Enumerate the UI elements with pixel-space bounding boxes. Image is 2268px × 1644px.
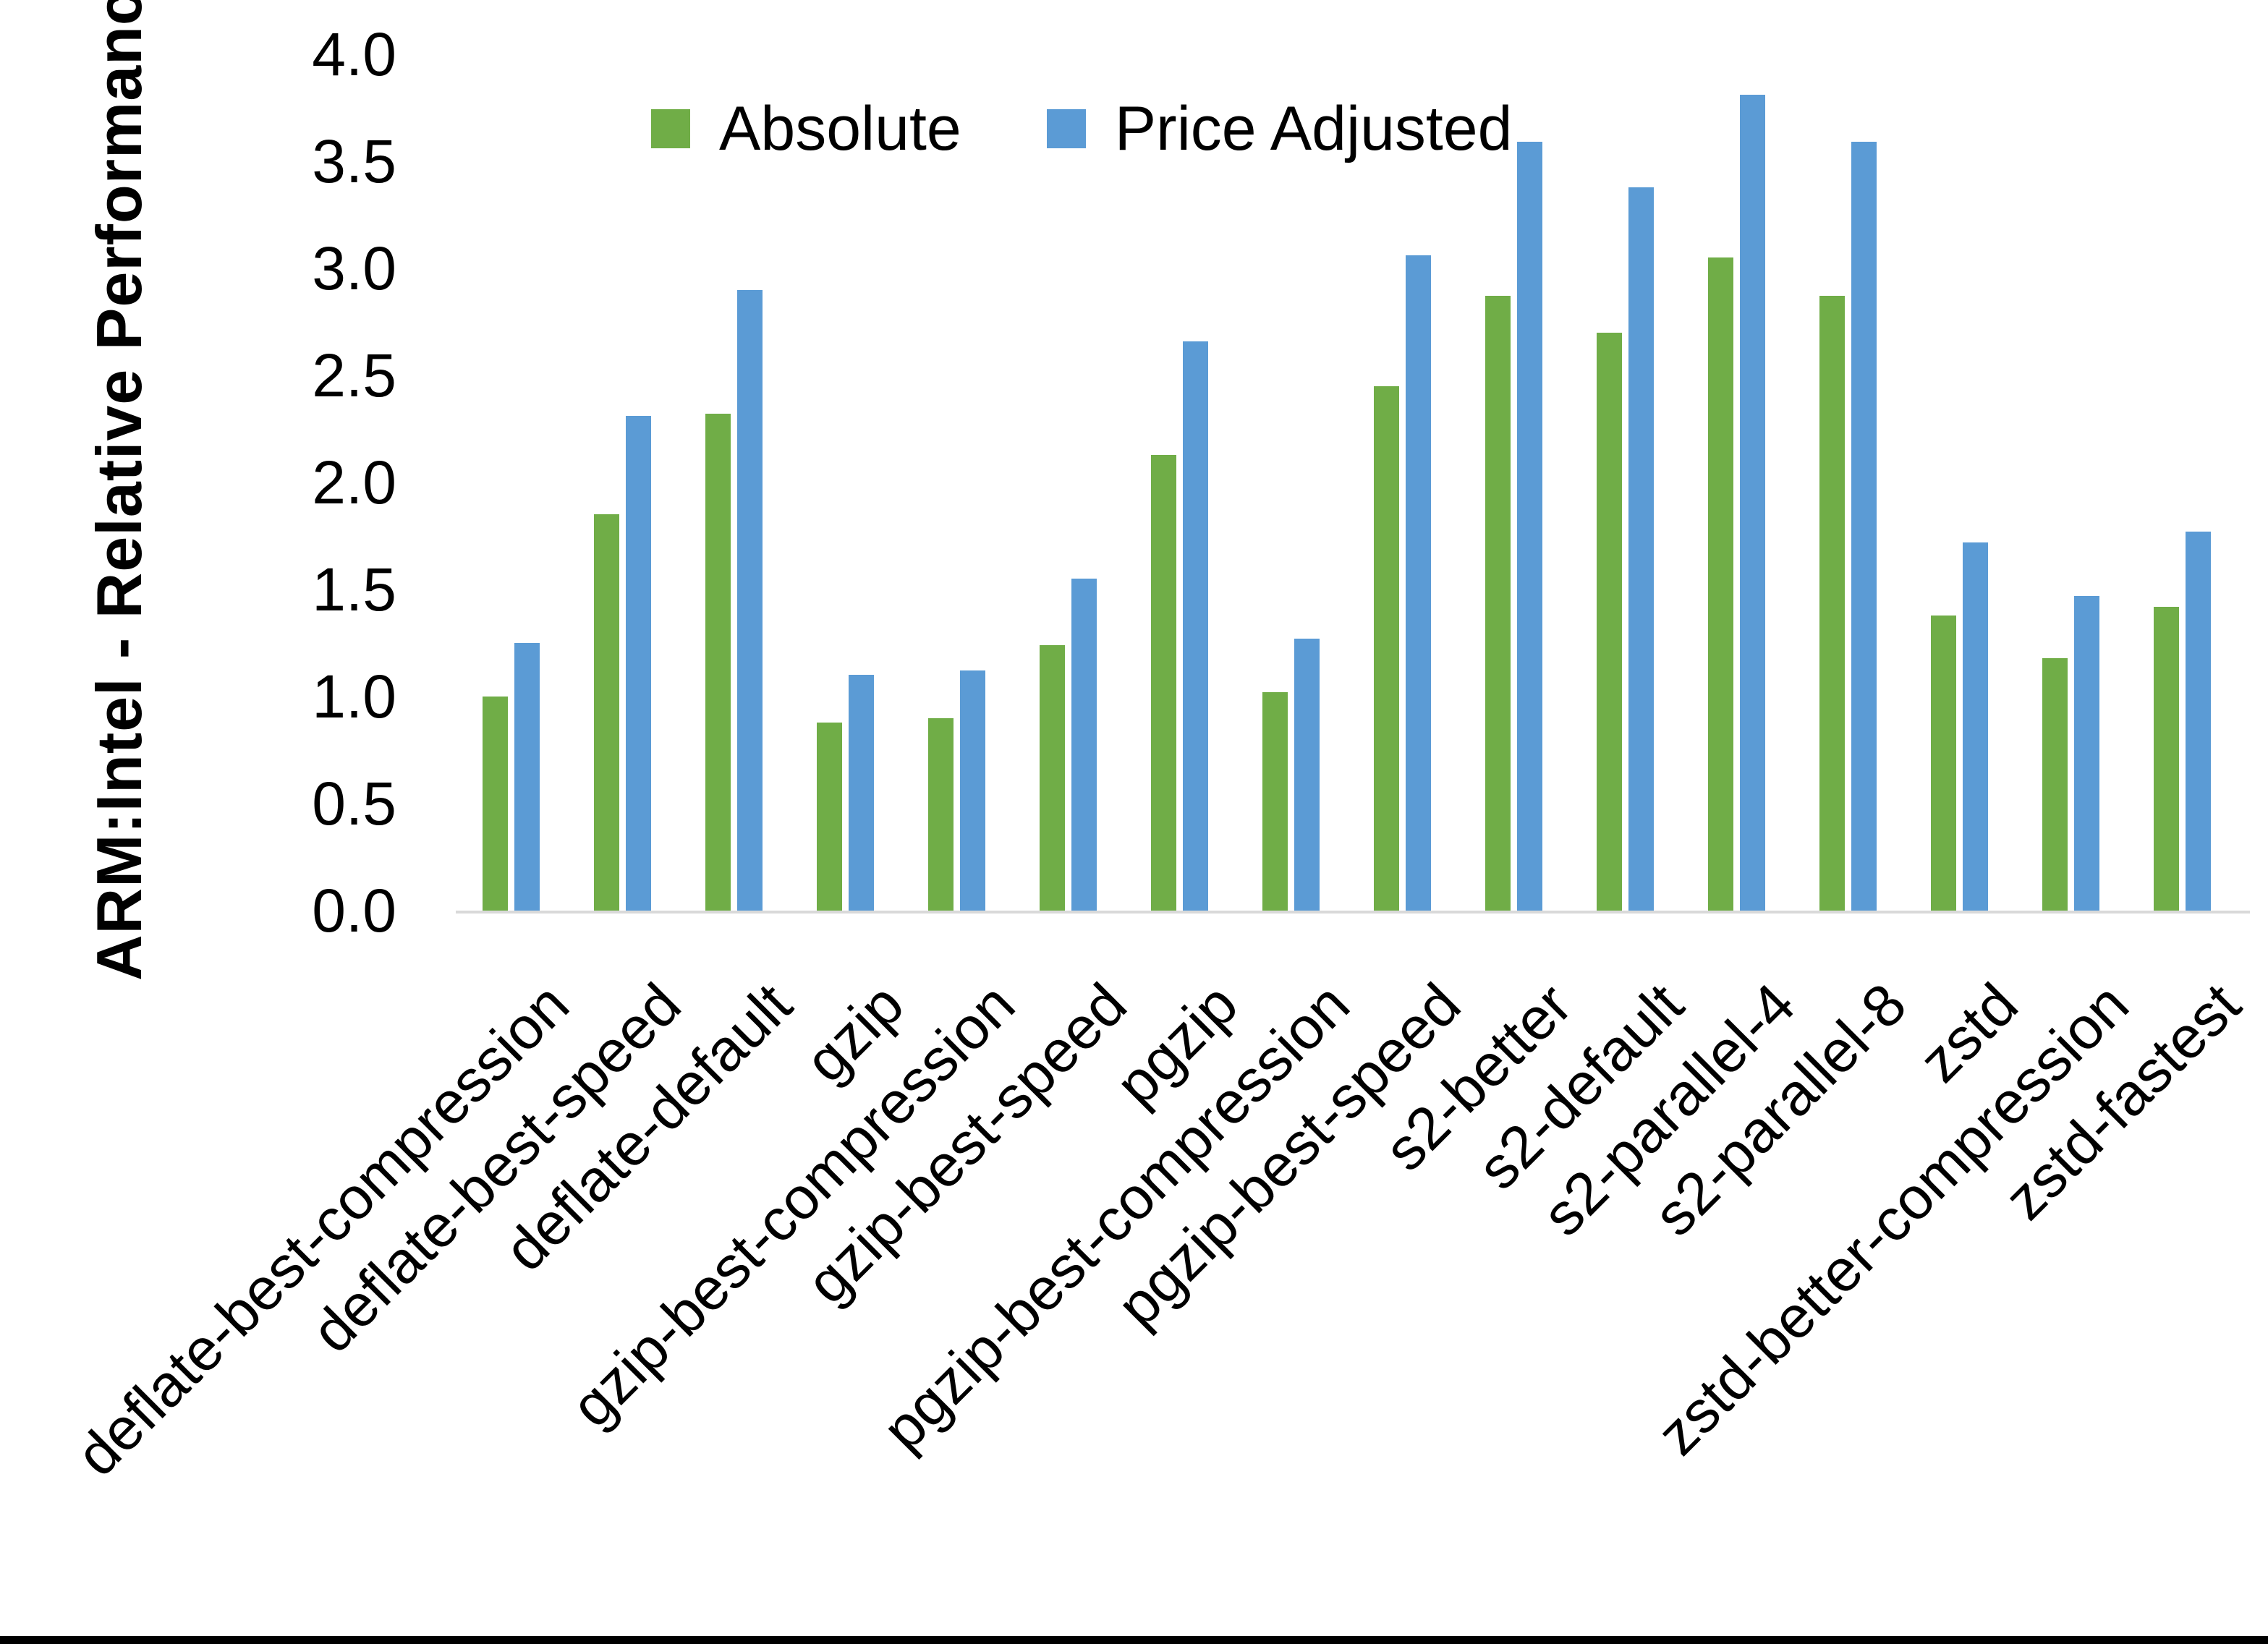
bar-absolute-s2-parallel-4 (1708, 257, 1733, 911)
bar-price-adjusted-deflate-default (737, 289, 763, 911)
legend-item-price-adjusted: Price Adjusted (1046, 93, 1513, 165)
bar-price-adjusted-deflate-best-compression (514, 643, 540, 911)
bar-price-adjusted-zstd-fastest (2186, 532, 2211, 911)
bar-absolute-deflate-best-speed (594, 514, 619, 911)
bar-price-adjusted-pgzip (1183, 341, 1208, 911)
y-axis-title: ARM:Intel - Relative Performance (83, 0, 155, 981)
bar-absolute-pgzip-best-compression (1262, 692, 1288, 911)
bar-price-adjusted-s2-parallel-4 (1740, 95, 1765, 911)
bar-price-adjusted-s2-default (1628, 187, 1654, 911)
bar-price-adjusted-zstd (1963, 542, 1988, 911)
bar-absolute-gzip (817, 722, 842, 911)
x-axis-line (456, 911, 2250, 913)
legend-label-absolute: Absolute (719, 94, 961, 163)
bottom-border (0, 1636, 2268, 1644)
bar-absolute-gzip-best-compression (928, 717, 954, 911)
y-tick-label: 3.5 (312, 127, 396, 195)
bar-price-adjusted-gzip-best-compression (960, 670, 985, 911)
y-tick-label: 0.5 (312, 770, 396, 838)
bar-price-adjusted-gzip (849, 675, 874, 911)
bar-absolute-pgzip-best-speed (1374, 386, 1399, 911)
y-tick-label: 0.0 (312, 877, 396, 945)
bar-absolute-s2-better (1485, 296, 1511, 911)
bar-price-adjusted-s2-parallel-8 (1851, 142, 1877, 911)
bar-absolute-zstd-better-compression (2042, 657, 2068, 911)
bar-price-adjusted-pgzip-best-compression (1294, 639, 1320, 911)
bar-absolute-gzip-best-speed (1040, 644, 1065, 911)
y-tick-label: 3.0 (312, 234, 396, 302)
bar-absolute-deflate-default (705, 414, 731, 911)
legend-swatch-price-adjusted-icon (1046, 109, 1086, 148)
y-tick-label: 1.0 (312, 663, 396, 731)
legend: Absolute Price Adjusted (651, 93, 1512, 165)
bar-absolute-zstd-fastest (2154, 606, 2179, 911)
legend-label-price-adjusted: Price Adjusted (1114, 94, 1513, 163)
bar-price-adjusted-s2-better (1517, 142, 1542, 911)
y-tick-label: 2.0 (312, 448, 396, 516)
y-tick-label: 2.5 (312, 341, 396, 409)
bar-absolute-s2-default (1597, 332, 1622, 911)
bar-absolute-s2-parallel-8 (1819, 296, 1845, 911)
bar-price-adjusted-pgzip-best-speed (1406, 255, 1431, 911)
bar-price-adjusted-zstd-better-compression (2074, 595, 2099, 911)
legend-item-absolute: Absolute (651, 93, 961, 165)
bar-absolute-zstd (1931, 615, 1956, 911)
bar-absolute-deflate-best-compression (483, 697, 508, 911)
y-tick-label: 1.5 (312, 555, 396, 623)
bar-absolute-pgzip (1151, 454, 1176, 911)
bar-price-adjusted-gzip-best-speed (1071, 579, 1097, 911)
legend-swatch-absolute-icon (651, 109, 690, 148)
y-tick-label: 4.0 (312, 20, 396, 88)
bar-price-adjusted-deflate-best-speed (626, 416, 651, 911)
